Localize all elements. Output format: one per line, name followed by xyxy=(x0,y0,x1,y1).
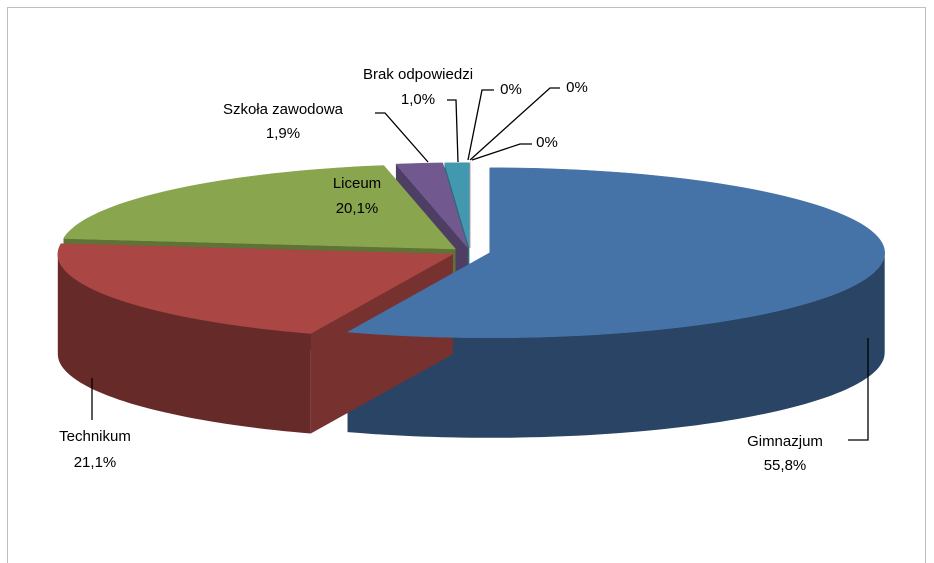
value-label: 55,8% xyxy=(764,457,807,474)
leader-line xyxy=(848,338,869,441)
slice-side xyxy=(57,254,311,434)
value-label: 20,1% xyxy=(336,200,379,217)
slice xyxy=(63,165,457,250)
leader-line xyxy=(375,112,429,163)
leader-line xyxy=(471,143,532,161)
labels: Gimnazjum 55,8% Technikum 21,1% Liceum 20,1% S… xyxy=(59,66,869,474)
category-label: Technikum xyxy=(59,428,131,445)
slice xyxy=(444,162,470,248)
value-label: 0% xyxy=(500,81,522,98)
value-label: 21,1% xyxy=(74,454,117,471)
value-label: 0% xyxy=(566,79,588,96)
slice xyxy=(395,162,468,248)
category-label: Gimnazjum xyxy=(747,433,823,450)
leader-line xyxy=(469,87,560,161)
category-label: Szkoła zawodowa xyxy=(223,101,344,118)
category-label: Liceum xyxy=(333,175,381,192)
category-label: Brak odpowiedzi xyxy=(363,66,473,83)
value-label: 1,0% xyxy=(401,91,435,108)
leader-line xyxy=(447,99,459,163)
slice xyxy=(57,243,454,334)
value-label: 0% xyxy=(536,134,558,151)
pie xyxy=(57,162,885,438)
slice-side xyxy=(347,252,885,438)
chart-frame xyxy=(7,7,926,563)
value-label: 1,9% xyxy=(266,125,300,142)
slice xyxy=(346,167,885,339)
leader-line xyxy=(467,89,494,161)
